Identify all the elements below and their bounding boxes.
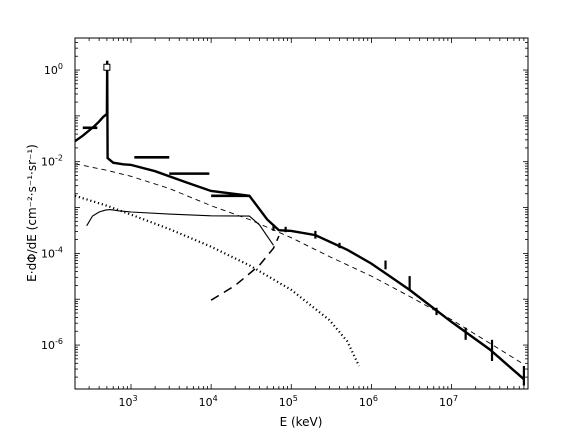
open-square-marker [103,63,111,71]
series-line-thick [75,60,525,381]
series-line-long-dashed [210,235,280,301]
plot-content [75,60,526,386]
y-axis-label: E·dΦ/dE (cm⁻²·s⁻¹·sr⁻¹) [25,144,39,282]
plot-frame [74,37,529,390]
plot-area [75,60,526,386]
series-line-dashed [75,163,525,365]
x-axis-label: E (keV) [280,415,323,429]
